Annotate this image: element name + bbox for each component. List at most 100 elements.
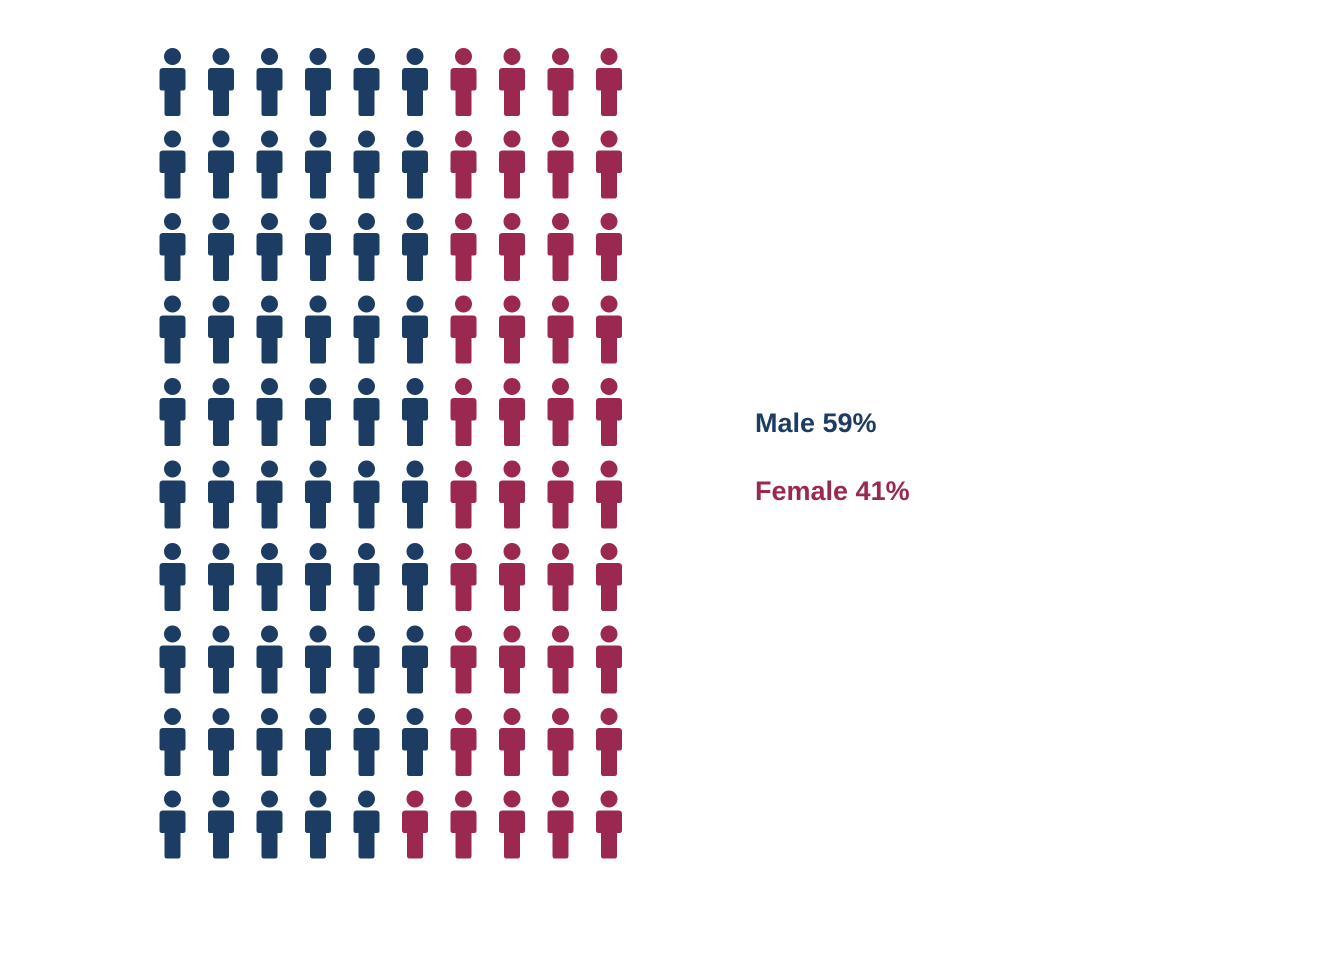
male-person-icon	[256, 378, 283, 446]
male-person-icon	[305, 48, 331, 116]
male-person-icon	[256, 790, 283, 859]
male-person-icon	[256, 213, 283, 281]
female-person-icon	[596, 708, 622, 776]
male-person-icon	[305, 378, 331, 446]
male-person-icon	[256, 625, 283, 694]
male-person-icon	[353, 378, 380, 446]
male-person-icon	[159, 295, 186, 364]
female-person-icon	[450, 790, 477, 859]
male-person-icon	[159, 130, 186, 199]
male-person-icon	[305, 295, 331, 364]
female-person-icon	[499, 48, 525, 116]
male-person-icon	[208, 130, 234, 199]
male-person-icon	[402, 460, 428, 529]
male-person-icon	[208, 378, 234, 446]
male-person-icon	[208, 295, 234, 364]
male-person-icon	[353, 625, 380, 694]
female-person-icon	[450, 708, 477, 776]
female-person-icon	[499, 378, 525, 446]
male-person-icon	[305, 130, 331, 199]
male-person-icon	[256, 130, 283, 199]
male-person-icon	[256, 460, 283, 529]
female-person-icon	[547, 378, 574, 446]
male-person-icon	[305, 213, 331, 281]
female-person-icon	[499, 295, 525, 364]
male-person-icon	[402, 625, 428, 694]
female-person-icon	[450, 625, 477, 694]
male-person-icon	[159, 48, 186, 116]
female-person-icon	[499, 130, 525, 199]
male-person-icon	[402, 130, 428, 199]
male-person-icon	[208, 708, 234, 776]
male-person-icon	[353, 130, 380, 199]
male-person-icon	[159, 708, 186, 776]
female-person-icon	[499, 460, 525, 529]
female-person-icon	[596, 48, 622, 116]
male-person-icon	[305, 460, 331, 529]
male-person-icon	[159, 378, 186, 446]
female-person-icon	[547, 213, 574, 281]
female-person-icon	[547, 295, 574, 364]
female-person-icon	[596, 213, 622, 281]
female-person-icon	[450, 213, 477, 281]
male-person-icon	[353, 790, 380, 859]
female-person-icon	[596, 625, 622, 694]
female-person-icon	[450, 460, 477, 529]
male-person-icon	[305, 708, 331, 776]
female-person-icon	[596, 790, 622, 859]
female-person-icon	[596, 460, 622, 529]
female-person-icon	[547, 625, 574, 694]
male-person-icon	[402, 295, 428, 364]
female-person-icon	[450, 48, 477, 116]
female-person-icon	[499, 708, 525, 776]
male-person-icon	[256, 48, 283, 116]
female-person-icon	[450, 378, 477, 446]
male-person-icon	[402, 48, 428, 116]
male-person-icon	[208, 460, 234, 529]
legend: Male 59% Female 41%	[755, 408, 910, 506]
female-person-icon	[547, 130, 574, 199]
female-person-icon	[450, 130, 477, 199]
female-person-icon	[547, 708, 574, 776]
male-person-icon	[305, 543, 331, 611]
male-person-icon	[402, 708, 428, 776]
male-person-icon	[159, 790, 186, 859]
male-person-icon	[159, 625, 186, 694]
male-person-icon	[353, 460, 380, 529]
legend-male-label: Male 59%	[755, 408, 877, 438]
male-person-icon	[159, 543, 186, 611]
female-person-icon	[547, 48, 574, 116]
male-person-icon	[353, 213, 380, 281]
male-person-icon	[208, 790, 234, 859]
female-person-icon	[596, 378, 622, 446]
female-person-icon	[596, 130, 622, 199]
male-person-icon	[353, 543, 380, 611]
male-person-icon	[159, 213, 186, 281]
female-person-icon	[499, 790, 525, 859]
male-person-icon	[208, 543, 234, 611]
pictogram-grid	[159, 48, 622, 859]
male-person-icon	[208, 213, 234, 281]
male-person-icon	[256, 708, 283, 776]
female-person-icon	[499, 213, 525, 281]
female-person-icon	[450, 295, 477, 364]
female-person-icon	[499, 543, 525, 611]
male-person-icon	[256, 543, 283, 611]
female-person-icon	[450, 543, 477, 611]
male-person-icon	[353, 295, 380, 364]
female-person-icon	[402, 790, 428, 859]
female-person-icon	[499, 625, 525, 694]
male-person-icon	[402, 378, 428, 446]
female-person-icon	[547, 460, 574, 529]
male-person-icon	[208, 625, 234, 694]
male-person-icon	[353, 48, 380, 116]
female-person-icon	[596, 543, 622, 611]
male-person-icon	[402, 543, 428, 611]
legend-female-label: Female 41%	[755, 476, 910, 506]
male-person-icon	[402, 213, 428, 281]
male-person-icon	[159, 460, 186, 529]
male-person-icon	[353, 708, 380, 776]
male-person-icon	[208, 48, 234, 116]
female-person-icon	[596, 295, 622, 364]
